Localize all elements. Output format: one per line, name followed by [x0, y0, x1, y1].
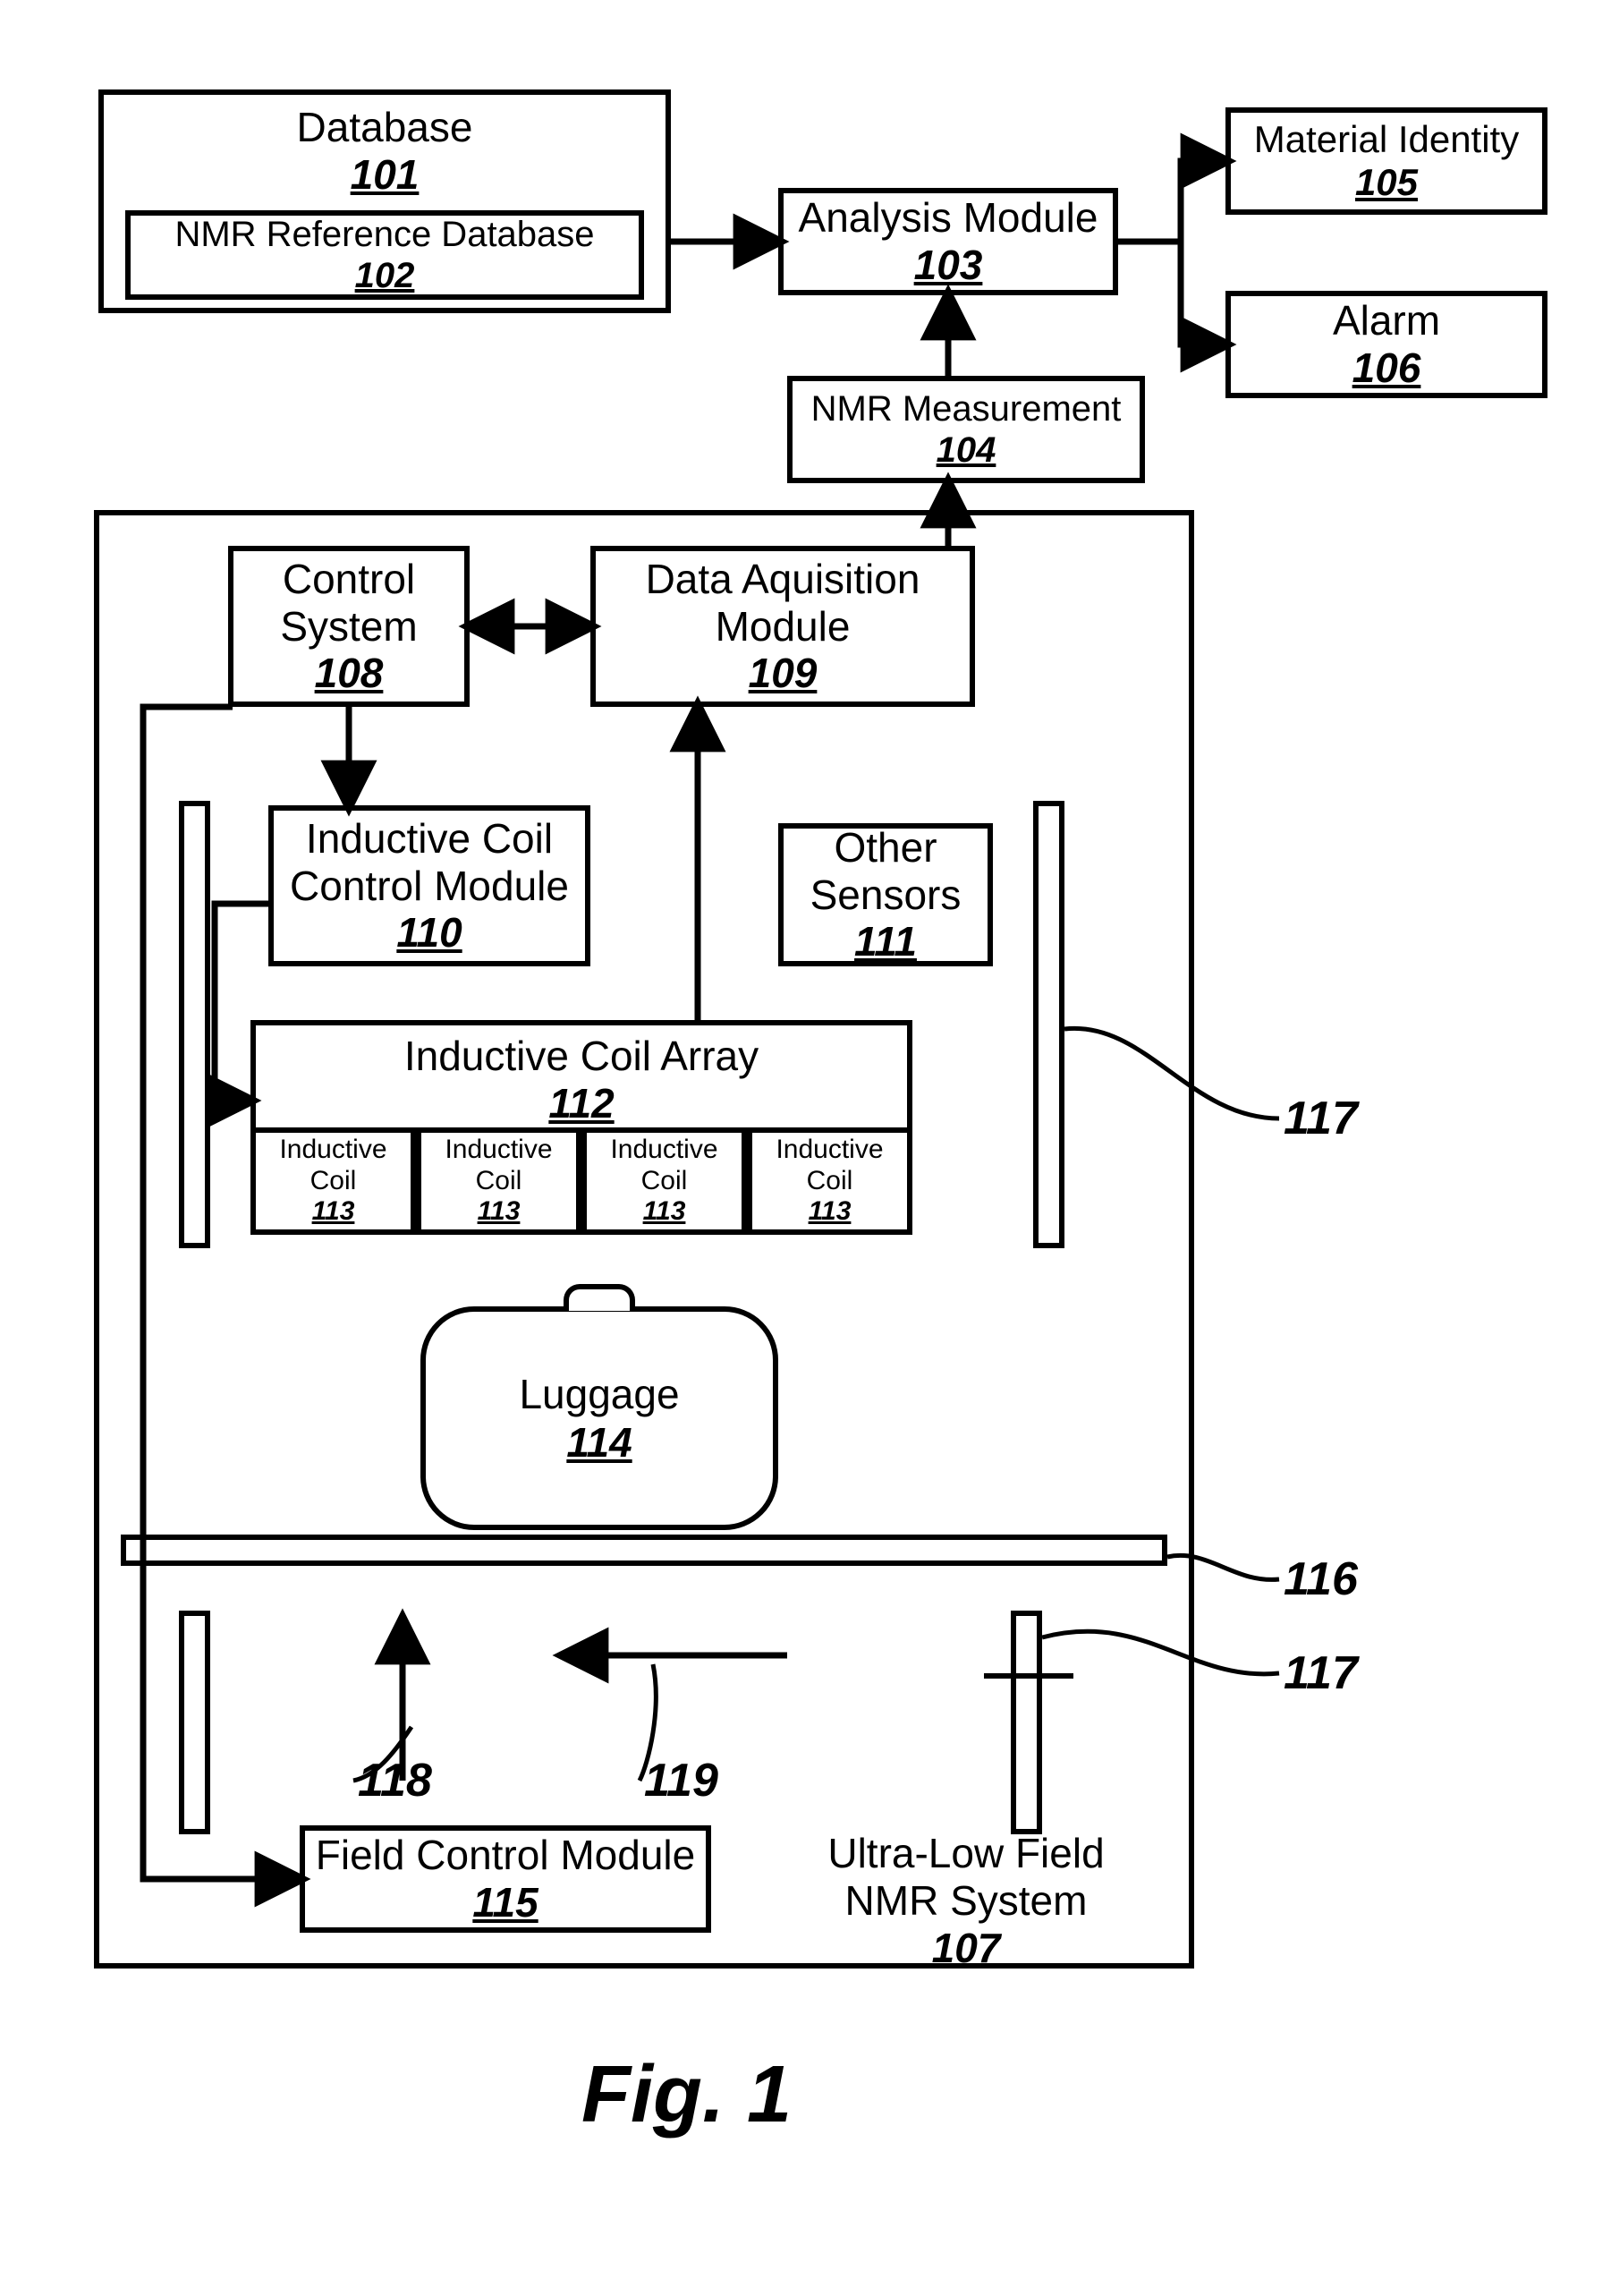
alarm-num: 106: [1352, 344, 1421, 392]
coil-array-num: 112: [548, 1080, 614, 1127]
other-sensors-label: OtherSensors: [810, 824, 962, 919]
callout-116: 116: [1284, 1552, 1358, 1606]
coil-4-label: InductiveCoil: [776, 1135, 883, 1196]
nmr-ref-db-box: NMR Reference Database 102: [125, 210, 644, 300]
coil-cell-1: InductiveCoil 113: [250, 1127, 416, 1235]
analysis-label: Analysis Module: [799, 194, 1098, 242]
database-label: Database: [297, 104, 473, 151]
ulf-system-label: Ultra-Low Field NMR System 107: [778, 1830, 1154, 1972]
field-control-box: Field Control Module 115: [300, 1825, 711, 1933]
coil-array-label: Inductive Coil Array: [404, 1033, 759, 1080]
other-sensors-num: 111: [854, 918, 917, 965]
daq-label: Data AquisitionModule: [646, 556, 920, 651]
ulf-system-title: Ultra-Low Field NMR System: [778, 1830, 1154, 1925]
edge-analysis-material: [1118, 161, 1225, 242]
nmr-ref-db-label: NMR Reference Database: [174, 214, 594, 255]
field-ctrl-label: Field Control Module: [316, 1832, 695, 1879]
left-coil-lower: [179, 1611, 210, 1834]
left-coil-upper: [179, 801, 210, 1248]
luggage-num: 114: [566, 1418, 632, 1467]
alarm-label: Alarm: [1333, 297, 1440, 344]
control-system-box: ControlSystem 108: [228, 546, 470, 707]
field-ctrl-num: 115: [472, 1879, 538, 1926]
material-label: Material Identity: [1254, 118, 1519, 161]
analysis-num: 103: [914, 242, 983, 289]
nmr-meas-label: NMR Measurement: [811, 388, 1122, 429]
control-sys-label: ControlSystem: [280, 556, 417, 651]
conveyor-bar: [121, 1535, 1167, 1566]
right-coil-upper: [1033, 801, 1064, 1248]
coil-3-num: 113: [643, 1196, 686, 1228]
ind-ctrl-label: Inductive CoilControl Module: [290, 815, 569, 910]
nmr-measurement-box: NMR Measurement 104: [787, 376, 1145, 483]
coil-2-num: 113: [478, 1196, 521, 1228]
coil-1-num: 113: [312, 1196, 355, 1228]
callout-118: 118: [358, 1754, 432, 1807]
daq-box: Data AquisitionModule 109: [590, 546, 975, 707]
luggage-shape: Luggage 114: [420, 1306, 778, 1530]
analysis-module-box: Analysis Module 103: [778, 188, 1118, 295]
other-sensors-box: OtherSensors 111: [778, 823, 993, 966]
coil-cell-2: InductiveCoil 113: [416, 1127, 581, 1235]
database-num: 101: [351, 151, 420, 199]
coil-4-num: 113: [809, 1196, 852, 1228]
daq-num: 109: [749, 650, 818, 697]
luggage-handle: [564, 1284, 635, 1311]
right-coil-lower: [1011, 1611, 1042, 1834]
diagram-canvas: Database 101 NMR Reference Database 102 …: [0, 0, 1611, 2296]
luggage-label: Luggage: [519, 1370, 679, 1418]
callout-119: 119: [644, 1754, 718, 1807]
coil-1-label: InductiveCoil: [279, 1135, 386, 1196]
ulf-system-num: 107: [778, 1925, 1154, 1972]
control-sys-num: 108: [315, 650, 384, 697]
callout-117a: 117: [1284, 1092, 1358, 1145]
right-coil-foot: [984, 1673, 1073, 1679]
material-num: 105: [1355, 161, 1418, 204]
coil-2-label: InductiveCoil: [445, 1135, 552, 1196]
edge-analysis-alarm: [1181, 242, 1225, 344]
callout-117b: 117: [1284, 1646, 1358, 1700]
figure-caption: Fig. 1: [581, 2049, 792, 2141]
coil-3-label: InductiveCoil: [610, 1135, 717, 1196]
inductive-control-box: Inductive CoilControl Module 110: [268, 805, 590, 966]
nmr-ref-db-num: 102: [355, 255, 415, 296]
ind-ctrl-num: 110: [396, 909, 462, 957]
material-identity-box: Material Identity 105: [1225, 107, 1547, 215]
nmr-meas-num: 104: [937, 429, 996, 471]
coil-cell-3: InductiveCoil 113: [581, 1127, 747, 1235]
coil-cell-4: InductiveCoil 113: [747, 1127, 912, 1235]
alarm-box: Alarm 106: [1225, 291, 1547, 398]
